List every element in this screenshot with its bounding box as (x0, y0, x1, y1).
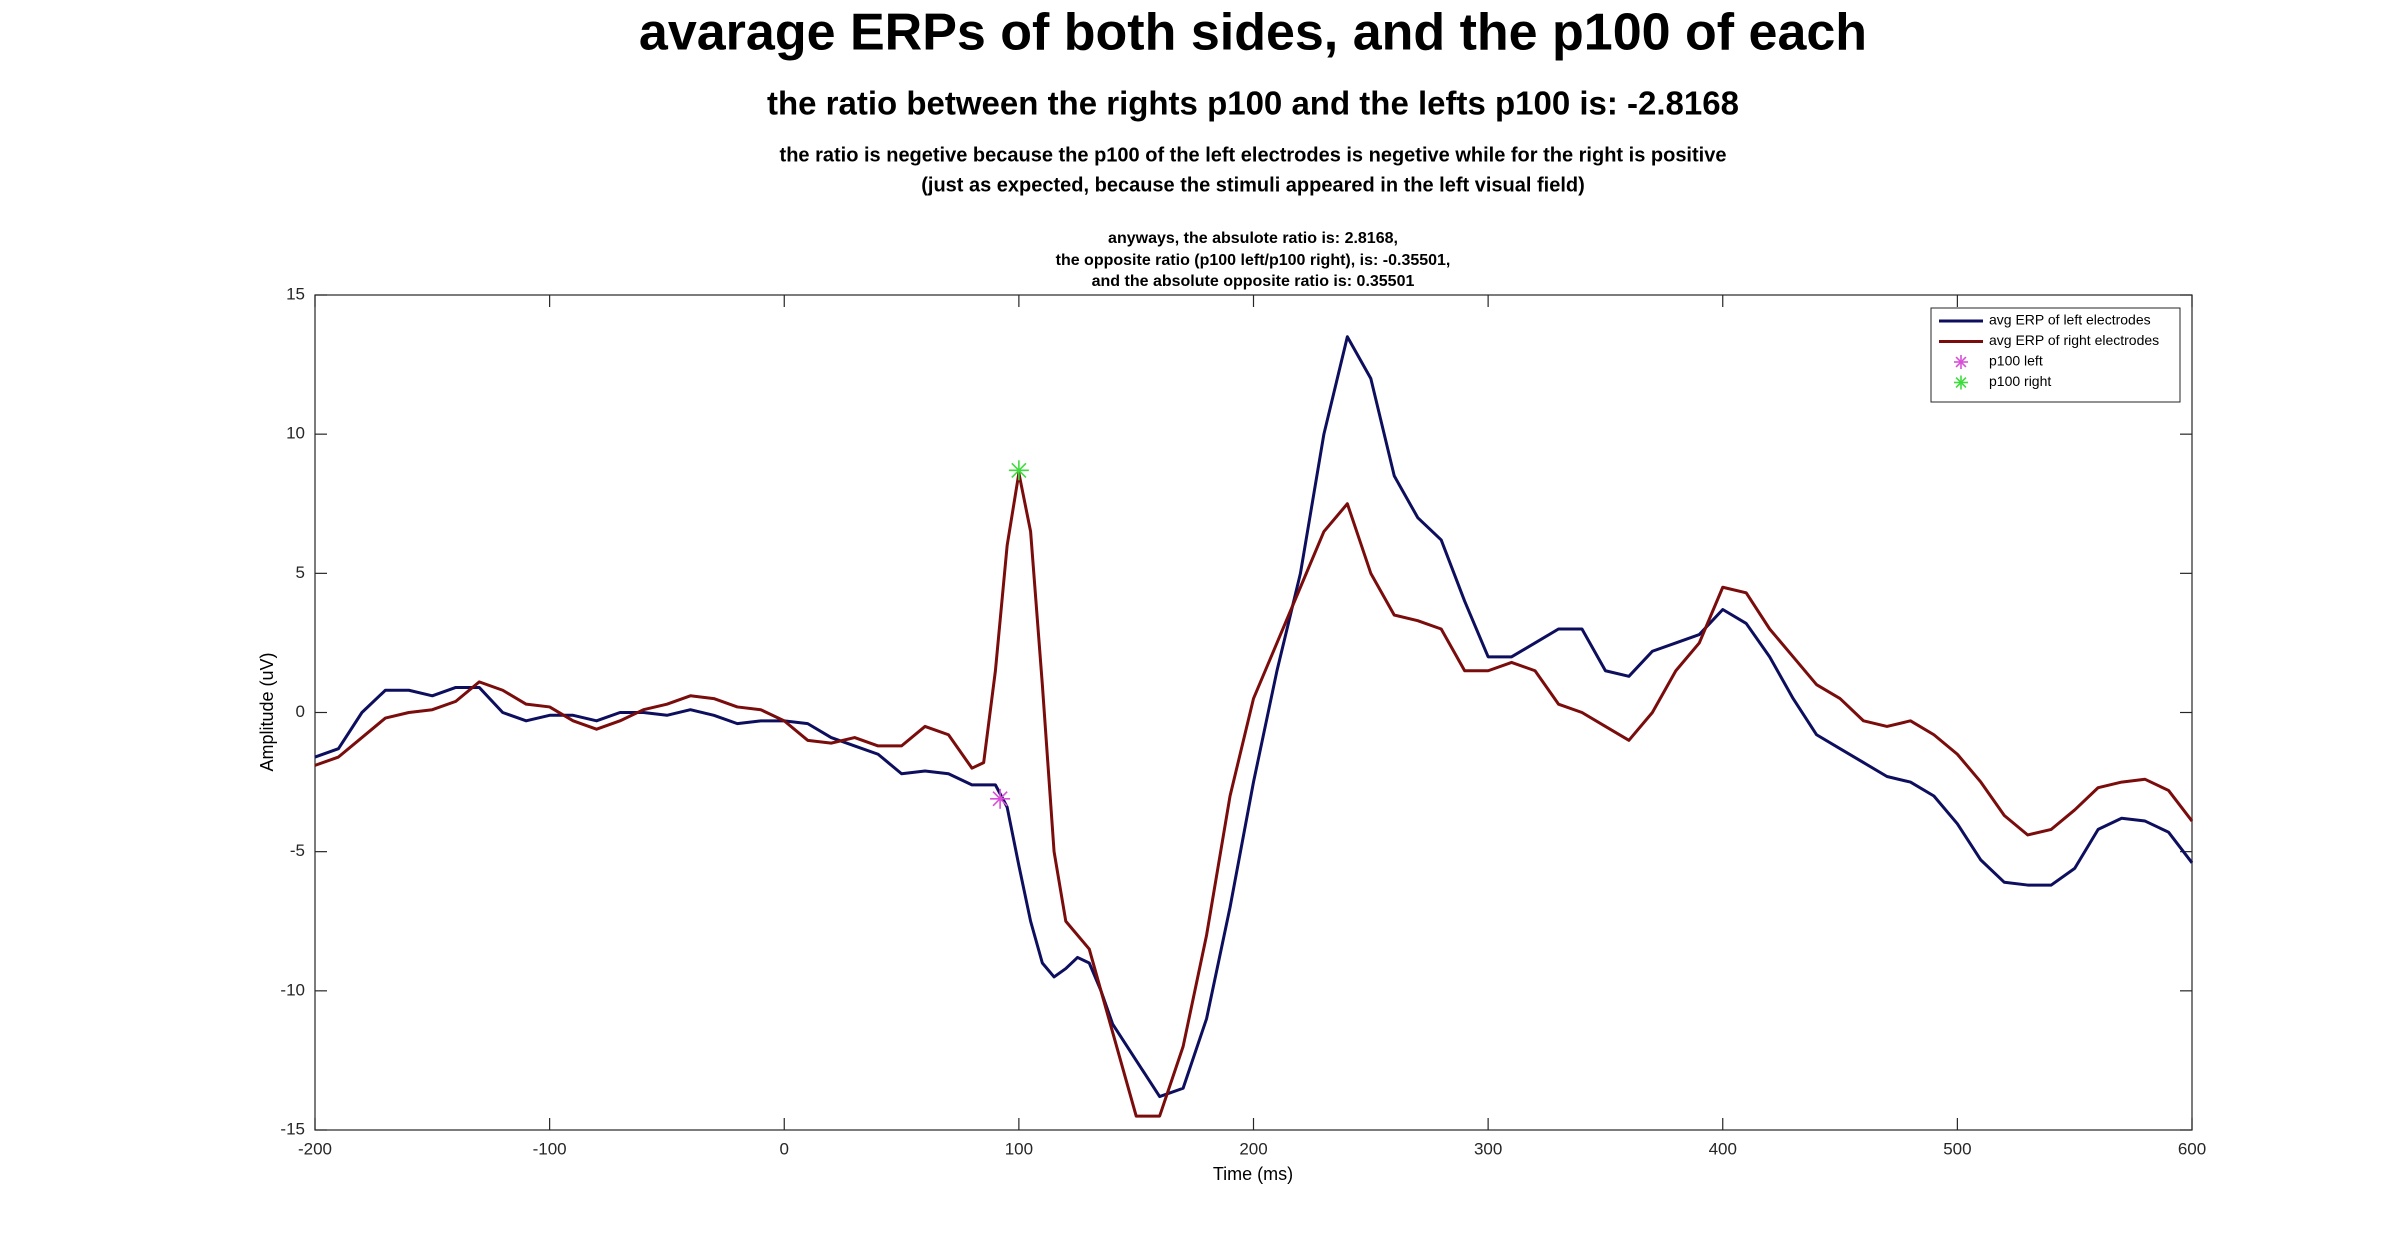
legend-label: avg ERP of right electrodes (1989, 332, 2159, 348)
legend-swatch (1954, 355, 1968, 369)
y-tick-label: 15 (286, 284, 305, 303)
y-tick-label: 0 (296, 702, 305, 721)
series-line (314, 335, 2194, 1099)
legend-label: p100 right (1989, 373, 2051, 389)
x-tick-label: 100 (1005, 1139, 1033, 1158)
y-tick-label: -10 (280, 980, 305, 999)
note: (just as expected, because the stimuli a… (921, 174, 1585, 196)
annotation: the opposite ratio (p100 left/p100 right… (1056, 252, 1451, 269)
legend-swatch (1954, 375, 1968, 390)
x-tick-label: 500 (1943, 1139, 1971, 1158)
y-tick-label: -5 (290, 841, 305, 860)
legend-box (1930, 307, 2181, 403)
marker-stroke (992, 791, 1008, 807)
x-tick-label: -100 (533, 1139, 567, 1158)
y-tick-label: 10 (286, 424, 305, 443)
y-axis-label: Amplitude (uV) (257, 652, 277, 771)
chart-title: avarage ERPs of both sides, and the p100… (639, 4, 1867, 62)
marker-stroke (1011, 462, 1027, 478)
annotation: anyways, the absulote ratio is: 2.8168, (1108, 230, 1398, 247)
x-tick-label: 0 (780, 1139, 789, 1158)
peak-marker (1008, 460, 1029, 481)
legend-label: avg ERP of left electrodes (1989, 312, 2151, 328)
x-tick-label: 600 (2178, 1139, 2206, 1158)
chart-subtitle: the ratio between the rights p100 and th… (767, 85, 1739, 122)
series-line (314, 471, 2194, 1118)
note: the ratio is negetive because the p100 o… (780, 144, 1727, 166)
x-tick-label: 400 (1709, 1139, 1737, 1158)
annotation: and the absolute opposite ratio is: 0.35… (1092, 273, 1415, 290)
plot-box (314, 294, 2193, 1131)
marker-stroke (1955, 356, 1967, 368)
x-axis-label: Time (ms) (1213, 1164, 1293, 1184)
x-tick-label: 200 (1239, 1139, 1267, 1158)
legend-label: p100 left (1989, 353, 2043, 369)
y-tick-label: -15 (280, 1119, 305, 1138)
marker-stroke (1955, 376, 1967, 389)
y-tick-label: 5 (296, 563, 305, 582)
peak-marker (990, 788, 1011, 809)
x-tick-label: -200 (298, 1139, 332, 1158)
x-tick-label: 300 (1474, 1139, 1502, 1158)
